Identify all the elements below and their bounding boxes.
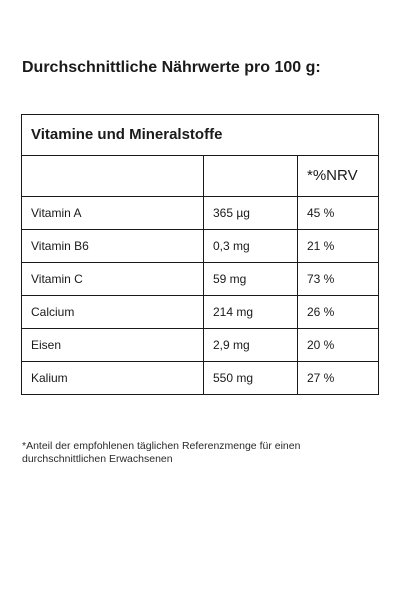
table-row: Eisen 2,9 mg 20 %: [21, 328, 379, 362]
nutrient-name: Kalium: [21, 361, 204, 395]
header-name-cell: [21, 155, 204, 197]
table-header-row: *%NRV: [21, 155, 379, 197]
nutrient-nrv: 20 %: [297, 328, 379, 362]
footnote: *Anteil der empfohlenen täglichen Refere…: [22, 440, 301, 465]
nutrition-table: Vitamine und Mineralstoffe *%NRV Vitamin…: [21, 114, 379, 395]
nutrient-amount: 59 mg: [203, 262, 298, 296]
nutrient-amount: 2,9 mg: [203, 328, 298, 362]
nutrient-nrv: 45 %: [297, 196, 379, 230]
nutrient-name: Vitamin B6: [21, 229, 204, 263]
nutrient-amount: 550 mg: [203, 361, 298, 395]
table-row: Vitamin B6 0,3 mg 21 %: [21, 229, 379, 263]
section-title: Vitamine und Mineralstoffe: [21, 114, 379, 156]
header-amount-cell: [203, 155, 298, 197]
table-section-header: Vitamine und Mineralstoffe: [21, 114, 379, 156]
table-row: Vitamin C 59 mg 73 %: [21, 262, 379, 296]
nutrient-amount: 365 µg: [203, 196, 298, 230]
nutrient-amount: 0,3 mg: [203, 229, 298, 263]
nutrient-nrv: 21 %: [297, 229, 379, 263]
nutrient-name: Eisen: [21, 328, 204, 362]
nutrient-name: Calcium: [21, 295, 204, 329]
nutrient-amount: 214 mg: [203, 295, 298, 329]
table-row: Kalium 550 mg 27 %: [21, 361, 379, 395]
page-title: Durchschnittliche Nährwerte pro 100 g:: [22, 59, 321, 76]
nutrient-name: Vitamin A: [21, 196, 204, 230]
nutrient-nrv: 27 %: [297, 361, 379, 395]
table-row: Vitamin A 365 µg 45 %: [21, 196, 379, 230]
header-nrv-cell: *%NRV: [297, 155, 379, 197]
table-row: Calcium 214 mg 26 %: [21, 295, 379, 329]
nutrient-nrv: 26 %: [297, 295, 379, 329]
nutrient-name: Vitamin C: [21, 262, 204, 296]
nutrient-nrv: 73 %: [297, 262, 379, 296]
nutrition-table-container: Vitamine und Mineralstoffe *%NRV Vitamin…: [21, 114, 379, 395]
